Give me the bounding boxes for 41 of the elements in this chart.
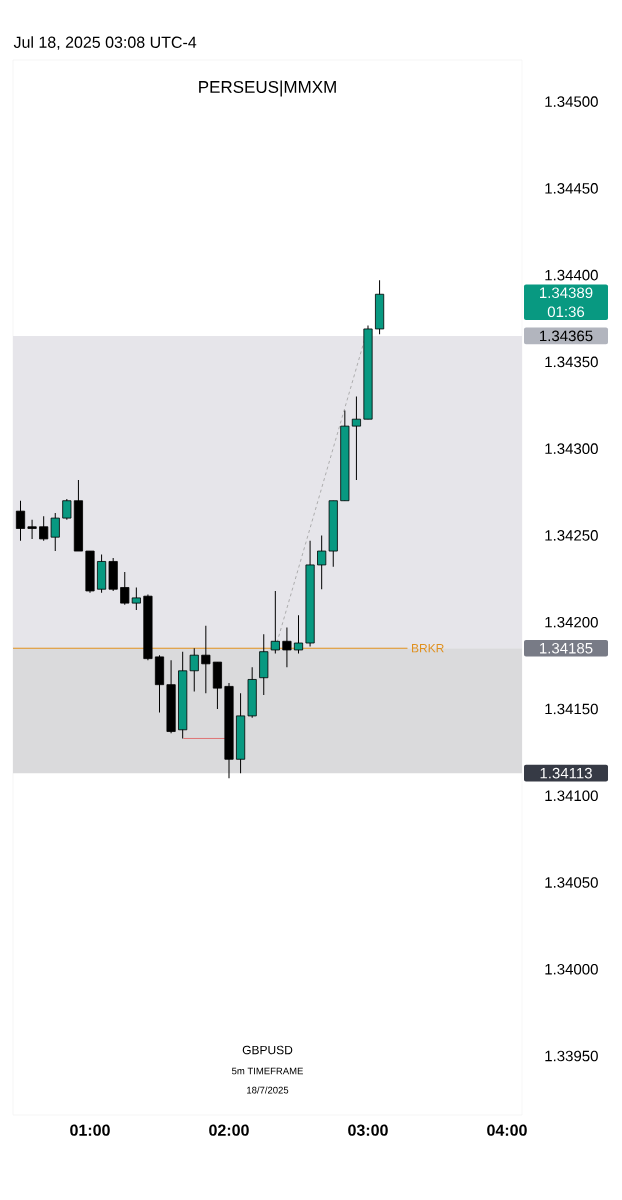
y-tick-label: 1.34450	[545, 183, 598, 194]
candlestick	[189, 647, 199, 693]
y-tick-label: 1.34200	[545, 616, 598, 628]
y-tick-label: 1.34100	[545, 790, 598, 802]
x-tick-label: 02:00	[209, 1124, 249, 1136]
text: 1.34185	[540, 642, 593, 654]
y-tick-label: 1.33950	[545, 1050, 598, 1062]
y-tick-label: 1.34000	[545, 963, 598, 975]
y-tick-label: 1.34500	[545, 96, 598, 107]
candlestick	[15, 500, 26, 542]
candlestick	[50, 512, 60, 552]
y-tick-label: 1.34250	[545, 530, 598, 541]
y-tick-label: 1.34300	[545, 443, 598, 454]
candlestick	[120, 571, 130, 606]
candlestick	[282, 626, 292, 668]
text: 1.34365	[540, 330, 593, 342]
text: PERSEUS|MMXM	[199, 80, 336, 97]
candlestick	[131, 586, 141, 611]
text: 1.34389	[540, 287, 593, 299]
candlestick	[293, 614, 304, 654]
annotation: 5m TIMEFRAME	[231, 1067, 303, 1075]
text: 01:36	[547, 306, 585, 318]
candlestick	[201, 625, 211, 694]
candlestick	[27, 519, 37, 540]
x-tick-label: 01:00	[70, 1124, 110, 1136]
candlestick	[317, 534, 327, 590]
candlestick	[351, 396, 361, 481]
text: 1.34113	[540, 767, 592, 779]
x-tick-label: 03:00	[348, 1124, 388, 1136]
y-tick-label: 1.34400	[545, 269, 598, 281]
candlestick	[270, 590, 280, 654]
x-tick-label: 04:00	[487, 1124, 527, 1136]
ref-line-label: BRKR	[412, 644, 444, 653]
text: Jul 18, 2025 03:08 UTC-4	[13, 36, 197, 50]
candlestick	[62, 498, 72, 521]
annotation: GBPUSD	[242, 1045, 293, 1055]
y-tick-label: 1.34150	[545, 703, 598, 715]
candlestick	[39, 515, 49, 542]
annotation: 18/7/2025	[247, 1086, 289, 1094]
y-tick-label: 1.34050	[545, 877, 598, 888]
y-tick-label: 1.34350	[545, 356, 598, 368]
